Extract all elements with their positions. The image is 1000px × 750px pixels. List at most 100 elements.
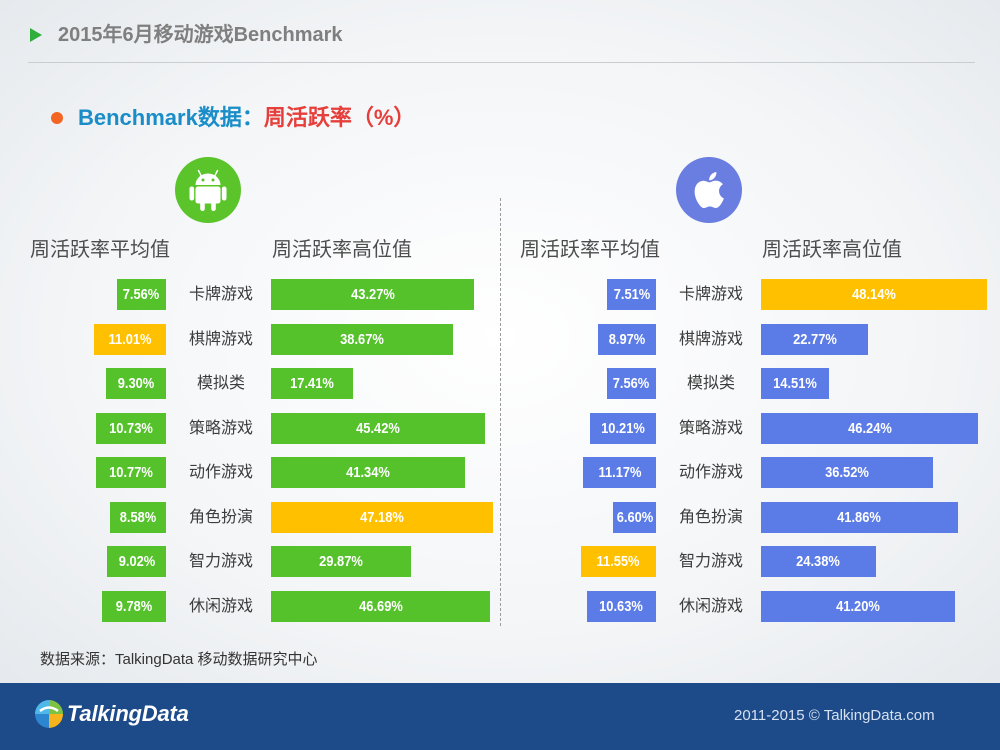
high-bar: 43.27%	[271, 279, 475, 310]
avg-bar: 10.21%	[589, 412, 656, 444]
android-head	[195, 173, 221, 185]
avg-bar: 8.58%	[110, 501, 166, 533]
category-label: 休闲游戏	[678, 597, 743, 615]
avg-bar: 11.55%	[580, 546, 656, 577]
chart-row: 8.97% 棋牌游戏 22.77%	[490, 323, 980, 355]
category-label: 动作游戏	[678, 464, 743, 481]
avg-bar-label: 9.02%	[118, 553, 155, 570]
category-label: 角色扮演	[188, 508, 253, 526]
dot-icon	[51, 112, 63, 124]
high-column-header: 周活跃率高位值	[762, 239, 902, 261]
chart-row: 10.21% 策略游戏 46.24%	[490, 412, 980, 444]
copyright-text: 2011-2015 © TalkingData.com	[734, 707, 935, 724]
high-bar-label: 45.42%	[355, 419, 400, 437]
avg-bar: 11.17%	[583, 457, 656, 488]
logo-swoosh	[39, 706, 59, 713]
android-right-arm	[221, 186, 227, 201]
category-label: 角色扮演	[678, 508, 743, 526]
chart-row: 9.30% 模拟类 17.41%	[0, 368, 490, 399]
high-bar: 47.18%	[271, 501, 493, 533]
category-label: 模拟类	[196, 375, 245, 392]
data-source-note: 数据来源：TalkingData 移动数据研究中心	[40, 651, 318, 668]
high-bar-label: 22.77%	[792, 330, 837, 348]
android-robot	[189, 173, 227, 211]
avg-bar: 7.56%	[606, 368, 656, 399]
high-bar-label: 17.41%	[290, 375, 334, 392]
avg-bar: 7.51%	[607, 279, 656, 310]
android-left-arm	[189, 186, 195, 201]
avg-bar: 10.73%	[96, 412, 166, 444]
avg-bar: 8.97%	[597, 323, 656, 355]
logo-segment	[35, 714, 49, 728]
high-bar: 41.86%	[761, 501, 958, 533]
avg-bar-label: 7.56%	[123, 286, 160, 303]
avg-bar: 9.78%	[102, 590, 166, 622]
android-panel: 周活跃率平均值 周活跃率高位值 7.56% 卡牌游戏 43.27% 11.01% 棋牌游…	[0, 0, 493, 640]
high-column-header: 周活跃率高位值	[272, 239, 412, 261]
chart-row: 11.01% 棋牌游戏 38.67%	[0, 323, 490, 355]
high-bar: 46.24%	[761, 412, 979, 444]
category-label: 棋牌游戏	[678, 330, 743, 348]
subtitle-prefix: Benchmark数据：	[78, 105, 264, 130]
avg-bar-label: 9.30%	[117, 375, 155, 392]
title-divider	[28, 62, 975, 63]
category-label: 智力游戏	[188, 553, 253, 570]
category-label: 智力游戏	[678, 553, 743, 570]
high-bar-label: 14.51%	[773, 375, 817, 392]
avg-bar-label: 10.21%	[600, 419, 645, 437]
high-bar: 14.51%	[761, 368, 830, 399]
category-label: 模拟类	[686, 375, 735, 392]
chart-row: 7.56% 卡牌游戏 43.27%	[0, 279, 490, 310]
android-right-leg	[211, 200, 216, 211]
category-label: 棋牌游戏	[188, 330, 253, 348]
avg-bar-label: 11.01%	[108, 330, 152, 348]
avg-bar-label: 11.17%	[598, 464, 642, 481]
high-bar-label: 47.18%	[359, 508, 404, 526]
high-bar: 38.67%	[271, 323, 453, 355]
avg-bar-label: 9.78%	[115, 597, 153, 615]
high-bar: 36.52%	[761, 457, 933, 488]
high-bar-label: 48.14%	[852, 286, 897, 303]
high-bar: 17.41%	[271, 368, 353, 399]
logo-segment	[49, 714, 63, 728]
avg-bar-label: 7.51%	[613, 286, 650, 303]
subtitle-metric: 周活跃率（%）	[263, 105, 416, 130]
high-bar-label: 36.52%	[824, 464, 869, 481]
high-bar-label: 41.86%	[837, 508, 882, 526]
android-left-antenna	[197, 169, 202, 177]
talkingdata-logo-icon	[35, 700, 63, 728]
avg-bar-label: 8.58%	[119, 508, 157, 526]
chart-row: 10.77% 动作游戏 41.34%	[0, 457, 490, 488]
high-bar-label: 46.69%	[358, 597, 403, 615]
high-bar: 29.87%	[271, 546, 412, 577]
category-label: 休闲游戏	[188, 597, 253, 615]
high-bar: 45.42%	[271, 412, 485, 444]
category-label: 卡牌游戏	[678, 286, 743, 303]
high-bar-label: 24.38%	[796, 553, 841, 570]
panel-divider	[500, 198, 501, 626]
chart-row: 10.73% 策略游戏 45.42%	[0, 412, 490, 444]
chart-row: 7.51% 卡牌游戏 48.14%	[490, 279, 988, 310]
avg-bar-label: 8.97%	[608, 330, 646, 348]
category-label: 动作游戏	[188, 464, 253, 481]
avg-column-header: 周活跃率平均值	[520, 239, 660, 261]
play-triangle-icon	[30, 28, 42, 42]
avg-bar: 11.01%	[94, 323, 166, 355]
high-bar-label: 38.67%	[339, 330, 384, 348]
page-title: 2015年6月移动游戏Benchmark	[58, 24, 343, 46]
high-bar-label: 41.34%	[346, 464, 391, 481]
high-bar-label: 46.24%	[847, 419, 892, 437]
category-label: 策略游戏	[188, 419, 253, 437]
android-left-eye	[201, 178, 205, 182]
high-bar: 41.34%	[271, 457, 466, 488]
ios-panel: 周活跃率平均值 周活跃率高位值 7.51% 卡牌游戏 48.14% 8.97% 棋牌游戏…	[490, 0, 988, 640]
avg-column-header: 周活跃率平均值	[30, 239, 170, 261]
avg-bar: 10.63%	[586, 590, 656, 622]
chart-row: 8.58% 角色扮演 47.18%	[0, 501, 493, 533]
avg-bar: 7.56%	[116, 279, 166, 310]
high-bar: 46.69%	[271, 590, 491, 622]
category-label: 卡牌游戏	[188, 286, 253, 303]
avg-bar-label: 7.56%	[613, 375, 650, 392]
high-bar: 48.14%	[761, 279, 988, 310]
